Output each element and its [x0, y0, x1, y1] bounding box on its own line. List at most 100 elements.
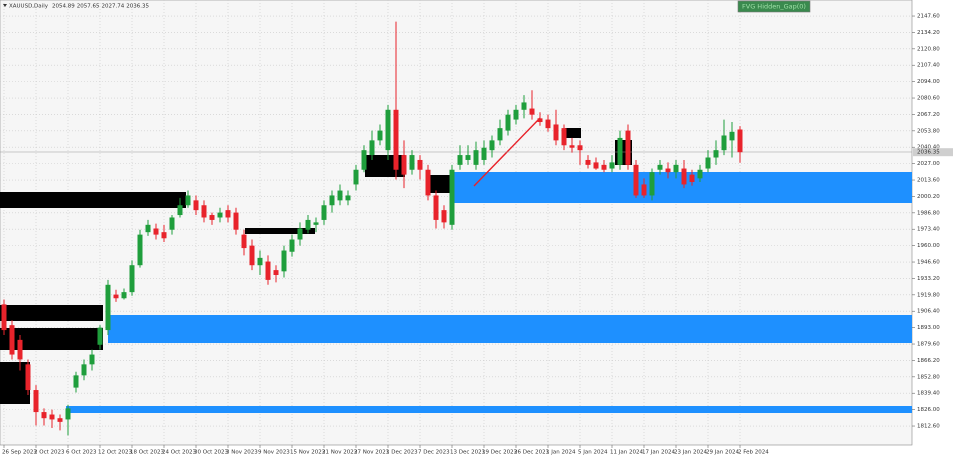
- candle-body: [49, 414, 55, 420]
- candle-body: [505, 114, 511, 131]
- candle-body: [721, 135, 727, 151]
- candle-body: [249, 245, 255, 266]
- y-tick-label: 1960.00: [917, 243, 940, 249]
- y-tick-label: 2053.80: [917, 128, 940, 134]
- y-tick-label: 2134.20: [917, 30, 940, 36]
- candle-body: [561, 128, 567, 146]
- candle-body: [281, 250, 287, 272]
- candle-body: [553, 124, 559, 141]
- candle-body: [329, 195, 335, 206]
- candle-body: [89, 354, 95, 365]
- y-tick-label: 1866.20: [917, 358, 940, 364]
- x-tick-label: 11 Jan 2024: [610, 450, 643, 456]
- candle-body: [97, 327, 103, 345]
- candle-body: [145, 224, 151, 233]
- candle-body: [705, 157, 711, 169]
- candle-body: [633, 164, 639, 196]
- candle-body: [41, 412, 47, 419]
- x-tick-label: 19 Dec 2023: [482, 450, 518, 456]
- candle-body: [113, 294, 119, 299]
- candle-body: [161, 232, 167, 239]
- candle-body: [65, 408, 71, 420]
- candle-body: [497, 128, 503, 141]
- y-tick-label: 2107.40: [917, 63, 940, 69]
- header-close: 2036.35: [126, 3, 149, 9]
- candle-body: [657, 164, 663, 170]
- y-tick-label: 1812.60: [917, 424, 940, 430]
- x-tick-label: 26 Dec 2023: [514, 450, 550, 456]
- order-block: [565, 128, 581, 138]
- x-tick-label: 23 Jan 2024: [674, 450, 707, 456]
- fvg-zone: [66, 406, 912, 413]
- candle-body: [665, 168, 671, 173]
- candle-body: [641, 184, 647, 196]
- candle-body: [217, 212, 223, 218]
- indicator-label[interactable]: FVG Hidden_Gap(0): [742, 3, 806, 11]
- y-tick-label: 1973.40: [917, 227, 940, 233]
- candle-body: [409, 155, 415, 170]
- plot-area: [0, 0, 913, 446]
- y-tick-label: 1946.60: [917, 260, 940, 266]
- candle-body: [121, 292, 127, 299]
- y-tick-label: 2067.20: [917, 112, 940, 118]
- y-tick-label: 1826.00: [917, 407, 940, 413]
- candle-body: [401, 155, 407, 175]
- header-high: 2057.65: [77, 3, 100, 9]
- candle-body: [233, 212, 239, 230]
- order-block: [245, 228, 315, 234]
- menu-arrow: [3, 4, 7, 7]
- candle-body: [537, 118, 543, 123]
- x-tick-label: 5 Jan 2024: [578, 450, 608, 456]
- candle-body: [545, 119, 551, 129]
- x-tick-label: 1 Dec 2023: [386, 450, 418, 456]
- candle-body: [297, 228, 303, 240]
- candle-body: [353, 169, 359, 185]
- y-tick-label: 1986.80: [917, 210, 940, 216]
- candle-body: [9, 325, 15, 355]
- candle-body: [681, 168, 687, 185]
- y-tick-label: 1839.40: [917, 391, 940, 397]
- x-tick-label: 17 Jan 2024: [642, 450, 675, 456]
- candle-body: [209, 215, 215, 220]
- candle-body: [489, 140, 495, 151]
- x-tick-label: 2 Oct 2023: [34, 450, 65, 456]
- candle-body: [337, 190, 343, 201]
- indicator-button-bg[interactable]: [737, 0, 811, 13]
- candle-body: [57, 418, 63, 422]
- candle-body: [25, 364, 31, 391]
- candle-body: [601, 164, 607, 170]
- indicator-button[interactable]: FVG Hidden_Gap(0): [737, 0, 811, 13]
- candle-body: [177, 205, 183, 216]
- candle-body: [513, 109, 519, 120]
- candle-body: [393, 109, 399, 170]
- candle-body: [385, 109, 391, 151]
- candle-body: [241, 234, 247, 249]
- header-open: 2054.89: [52, 3, 75, 9]
- candle-body: [433, 195, 439, 220]
- candle-body: [729, 131, 735, 141]
- candle-body: [361, 150, 367, 170]
- current-price-label: 2036.35: [917, 150, 940, 156]
- y-tick-label: 2147.60: [917, 14, 940, 20]
- candle-body: [225, 210, 231, 218]
- x-tick-label: 21 Nov 2023: [322, 450, 358, 456]
- candle-body: [441, 210, 447, 223]
- x-tick-label: 2 Feb 2024: [738, 450, 769, 456]
- candle-body: [465, 155, 471, 160]
- candle-body: [473, 150, 479, 165]
- x-tick-label: 12 Oct 2023: [98, 450, 133, 456]
- y-tick-label: 2080.60: [917, 96, 940, 102]
- y-tick-label: 1852.80: [917, 374, 940, 380]
- candle-body: [417, 159, 423, 170]
- x-tick-label: 13 Dec 2023: [450, 450, 486, 456]
- candle-body: [305, 219, 311, 230]
- y-tick-label: 1919.80: [917, 292, 940, 298]
- order-block: [0, 305, 103, 321]
- y-tick-label: 2094.00: [917, 79, 940, 85]
- x-tick-label: 26 Sep 2023: [2, 450, 37, 456]
- order-block: [0, 192, 186, 208]
- candle-body: [17, 339, 23, 360]
- candle-body: [105, 284, 111, 331]
- y-tick-label: 2120.80: [917, 46, 940, 52]
- x-tick-label: 29 Jan 2024: [706, 450, 739, 456]
